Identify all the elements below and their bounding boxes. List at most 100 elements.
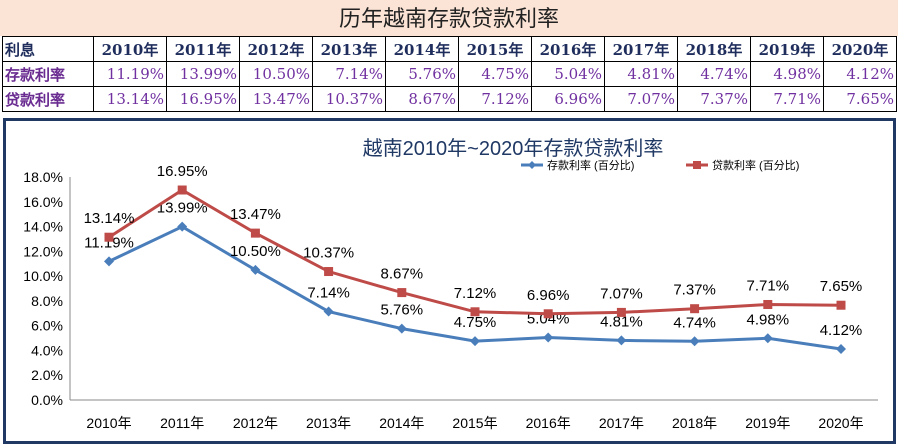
y-tick-label: 6.0%: [31, 318, 63, 334]
year-header: 2013年: [312, 36, 386, 62]
value-cell: 10.37%: [312, 86, 386, 112]
year-header: 2015年: [458, 36, 532, 62]
value-cell: 4.74%: [677, 61, 751, 87]
y-tick-label: 8.0%: [31, 293, 63, 309]
data-label: 7.14%: [307, 285, 350, 302]
value-cell: 7.07%: [604, 86, 678, 112]
data-label: 13.14%: [84, 210, 135, 227]
x-tick-label: 2011年: [160, 415, 204, 431]
data-label: 4.98%: [747, 311, 790, 328]
year-header: 2018年: [677, 36, 751, 62]
data-point: [543, 309, 553, 319]
year-header: 2011年: [166, 36, 240, 62]
data-point: [177, 221, 188, 232]
value-cell: 4.75%: [458, 61, 532, 87]
table-row: 存款利率 11.19% 13.99% 10.50% 7.14% 5.76% 4.75% 5.0…: [2, 61, 897, 87]
data-label: 4.81%: [600, 313, 643, 330]
value-cell: 13.47%: [239, 86, 313, 112]
legend-label: 存款利率 (百分比): [547, 158, 634, 172]
value-cell: 4.98%: [750, 61, 824, 87]
y-tick-label: 16.0%: [23, 194, 63, 210]
data-point: [763, 299, 773, 309]
year-header: 2010年: [93, 36, 167, 62]
data-point: [323, 306, 334, 317]
value-cell: 7.65%: [823, 86, 897, 112]
x-tick-label: 2018年: [672, 415, 717, 431]
data-point: [396, 323, 407, 334]
rates-table: 利息 2010年 2011年 2012年 2013年 2014年 2015年 2016年 201…: [2, 36, 897, 112]
data-label: 13.99%: [157, 200, 208, 217]
year-header: 2020年: [823, 36, 897, 62]
y-tick-label: 12.0%: [23, 243, 63, 259]
data-point: [104, 232, 114, 242]
value-cell: 13.14%: [93, 86, 167, 112]
data-label: 13.47%: [230, 206, 281, 223]
data-label: 10.37%: [303, 245, 354, 262]
data-point: [250, 264, 261, 275]
value-cell: 16.95%: [166, 86, 240, 112]
table-title: 历年越南存款贷款利率: [0, 0, 898, 36]
year-header: 2017年: [604, 36, 678, 62]
x-tick-label: 2019年: [745, 415, 790, 431]
value-cell: 7.37%: [677, 86, 751, 112]
data-point: [397, 288, 407, 298]
data-label: 7.07%: [600, 285, 643, 302]
data-point: [836, 300, 846, 310]
data-point: [324, 267, 334, 277]
data-point: [543, 332, 554, 343]
value-cell: 5.76%: [385, 61, 459, 87]
year-header: 2019年: [750, 36, 824, 62]
data-label: 11.19%: [84, 234, 134, 251]
data-point: [762, 333, 773, 344]
value-cell: 6.96%: [531, 86, 605, 112]
data-label: 6.96%: [527, 287, 570, 304]
y-tick-label: 18.0%: [23, 169, 63, 185]
data-point: [836, 343, 846, 354]
legend-marker-diamond: [528, 161, 536, 169]
value-cell: 7.71%: [750, 86, 824, 112]
data-label: 4.75%: [454, 314, 497, 331]
value-cell: 8.67%: [385, 86, 459, 112]
value-cell: 5.04%: [531, 61, 605, 87]
y-tick-label: 14.0%: [23, 219, 63, 235]
y-tick-label: 4.0%: [31, 342, 63, 358]
table-row: 贷款利率 13.14% 16.95% 13.47% 10.37% 8.67% 7.12% 6.…: [2, 86, 897, 112]
value-cell: 10.50%: [239, 61, 313, 87]
y-tick-label: 10.0%: [23, 268, 63, 284]
y-tick-label: 0.0%: [31, 392, 63, 408]
data-label: 7.12%: [454, 285, 497, 302]
year-header: 2016年: [531, 36, 605, 62]
x-tick-label: 2014年: [379, 415, 424, 431]
y-tick-label: 2.0%: [31, 367, 63, 383]
chart-container: 越南2010年~2020年存款贷款利率 0.0% 2.0% 4.0% 6.0% 8.0% 1…: [3, 118, 896, 444]
legend-marker-square: [693, 161, 701, 169]
x-tick-label: 2017年: [599, 415, 644, 431]
data-point: [689, 336, 700, 347]
x-tick-label: 2016年: [526, 415, 571, 431]
year-header: 2012年: [239, 36, 313, 62]
x-tick-label: 2020年: [818, 415, 863, 431]
value-cell: 13.99%: [166, 61, 240, 87]
x-tick-label: 2012年: [233, 415, 278, 431]
data-label: 7.65%: [820, 278, 863, 295]
data-label: 5.76%: [381, 302, 424, 319]
data-point: [616, 335, 627, 346]
data-label: 10.50%: [230, 243, 281, 260]
data-label: 7.71%: [747, 277, 790, 294]
value-cell: 4.12%: [823, 61, 897, 87]
value-cell: 7.12%: [458, 86, 532, 112]
x-tick-label: 2010年: [86, 415, 131, 431]
year-header: 2014年: [385, 36, 459, 62]
data-point: [470, 336, 480, 347]
data-point: [690, 304, 700, 314]
data-point: [104, 256, 114, 267]
x-tick-label: 2015年: [452, 415, 497, 431]
header-row: 利息 2010年 2011年 2012年 2013年 2014年 2015年 2016年 201…: [2, 36, 897, 62]
line-chart: 越南2010年~2020年存款贷款利率 0.0% 2.0% 4.0% 6.0% 8.0% 1…: [23, 137, 878, 431]
data-point: [470, 307, 480, 317]
value-cell: 11.19%: [93, 61, 167, 87]
x-tick-label: 2013年: [306, 415, 351, 431]
value-cell: 7.14%: [312, 61, 386, 87]
value-cell: 4.81%: [604, 61, 678, 87]
row-label: 贷款利率: [2, 86, 94, 112]
